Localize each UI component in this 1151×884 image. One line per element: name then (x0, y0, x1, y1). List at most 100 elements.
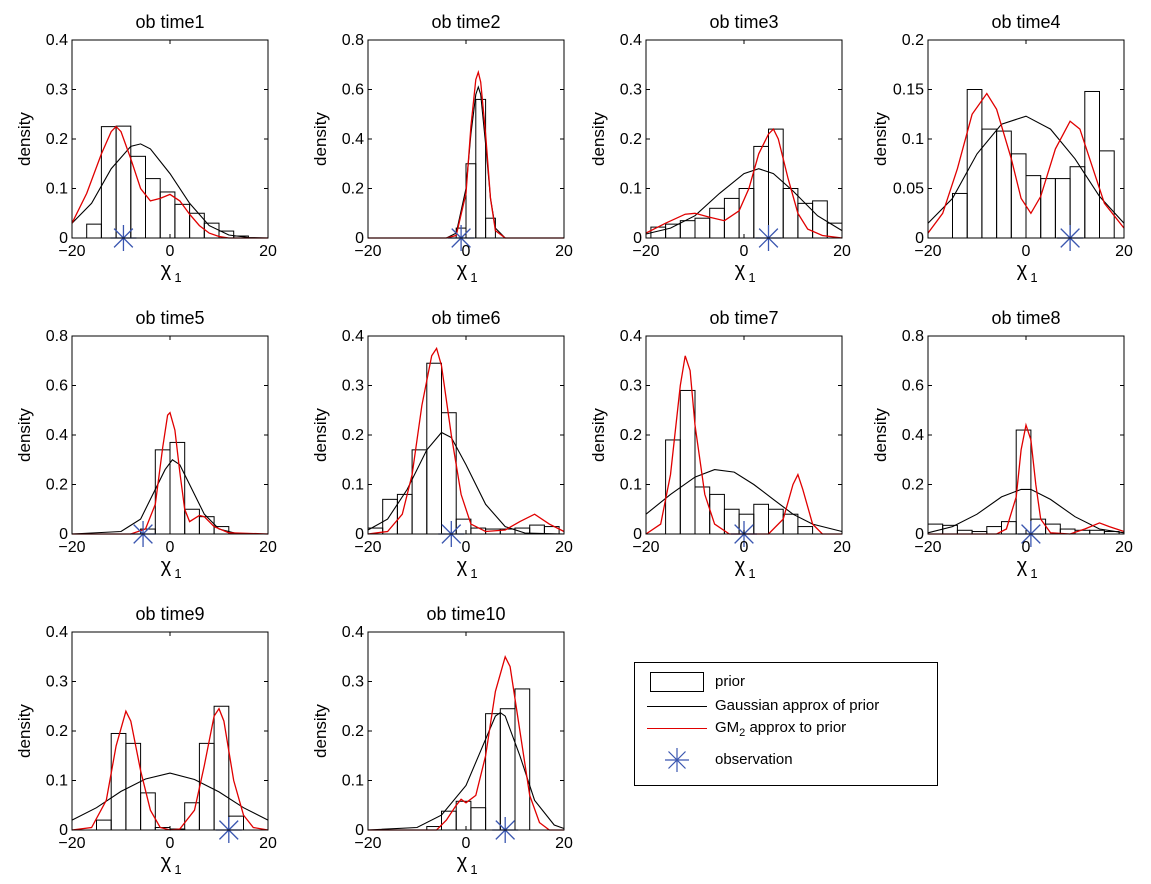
x-axis-label: χ (457, 555, 468, 577)
histogram-bar (145, 178, 161, 239)
y-axis-label: density (15, 408, 34, 462)
y-tick-label: 0.2 (620, 131, 642, 148)
histogram-bar (942, 524, 958, 535)
gm2-approx-line (368, 69, 564, 239)
y-tick-label: 0 (355, 822, 364, 839)
x-tick-label: 0 (166, 243, 175, 260)
histogram-bar (1015, 429, 1032, 535)
y-tick-label: 0 (59, 230, 68, 247)
y-tick-label: 0.8 (902, 328, 924, 345)
y-tick-label: 0 (915, 230, 924, 247)
legend-entry-gaussian: Gaussian approx of prior (635, 693, 937, 719)
y-tick-label: 0 (633, 230, 642, 247)
y-tick-label: 0.1 (46, 773, 68, 790)
y-tick-label: 0.4 (620, 328, 642, 345)
y-tick-label: 0.2 (46, 131, 68, 148)
y-tick-label: 0.1 (46, 181, 68, 198)
gm2-approx-line (71, 125, 268, 239)
subplot-title: ob time1 (135, 12, 204, 32)
histogram-bar (441, 412, 457, 535)
x-tick-label: −20 (914, 243, 941, 260)
x-tick-label: 0 (166, 835, 175, 852)
y-axis-label: density (15, 112, 34, 166)
y-tick-label: 0.4 (46, 427, 68, 444)
histogram-bar (115, 125, 132, 239)
x-axis-label-subscript: 1 (748, 270, 755, 285)
x-axis-label-subscript: 1 (174, 270, 181, 285)
legend-entry-gm2: GM2 approx to prior (635, 715, 937, 741)
y-tick-label: 0.2 (342, 181, 364, 198)
y-tick-label: 0 (633, 526, 642, 543)
y-tick-label: 0.3 (342, 674, 364, 691)
y-tick-label: 0.3 (620, 82, 642, 99)
x-axis-label-subscript: 1 (748, 566, 755, 581)
y-tick-label: 0.6 (46, 378, 68, 395)
y-axis-label: density (311, 408, 330, 462)
x-tick-label: 0 (166, 539, 175, 556)
subplot-title: ob time2 (431, 12, 500, 32)
legend-label-gm2: GM2 approx to prior (715, 719, 847, 739)
histogram-bar (694, 217, 711, 239)
x-axis-label-subscript: 1 (470, 862, 477, 877)
y-tick-label: 0.15 (893, 82, 924, 99)
y-tick-label: 0.3 (46, 674, 68, 691)
legend-label-observation: observation (715, 751, 793, 768)
x-tick-label: −20 (58, 539, 85, 556)
y-tick-label: 0.6 (342, 82, 364, 99)
y-tick-label: 0.8 (342, 32, 364, 49)
y-tick-label: 0.1 (342, 477, 364, 494)
histogram-bar (470, 807, 487, 831)
histogram-bar (184, 508, 200, 535)
x-axis-label: χ (161, 851, 172, 873)
x-axis-label: χ (161, 259, 172, 281)
x-tick-label: 20 (555, 243, 573, 260)
subplot-title: ob time6 (431, 308, 500, 328)
histogram-bar (665, 223, 681, 239)
x-tick-label: −20 (354, 539, 381, 556)
histogram-bar (782, 513, 799, 535)
histogram-bar (1001, 521, 1017, 535)
y-tick-label: 0.4 (342, 624, 364, 641)
histogram-bar (184, 802, 200, 831)
histogram-bar (499, 708, 516, 831)
histogram-bar (96, 819, 112, 831)
x-axis-label-subscript: 1 (174, 862, 181, 877)
x-tick-label: −20 (354, 835, 381, 852)
x-tick-label: 0 (1022, 539, 1031, 556)
histogram-bar (1025, 175, 1042, 239)
histogram-bar (110, 732, 127, 831)
legend-label-gaussian: Gaussian approx of prior (715, 697, 880, 714)
y-tick-label: 0 (59, 526, 68, 543)
y-tick-label: 0.2 (342, 427, 364, 444)
gm2-approx-line (927, 92, 1125, 234)
legend-swatch-observation (647, 747, 707, 773)
y-tick-label: 0.2 (620, 427, 642, 444)
y-axis-label: density (871, 112, 890, 166)
y-axis-label: density (589, 408, 608, 462)
histogram-bar (1054, 178, 1071, 239)
y-tick-label: 0.1 (620, 477, 642, 494)
histogram-bar (952, 192, 968, 239)
histogram-bar (1089, 529, 1105, 535)
x-axis-label: χ (457, 851, 468, 873)
y-axis-label: density (311, 112, 330, 166)
x-tick-label: 0 (462, 835, 471, 852)
x-axis-label-subscript: 1 (470, 270, 477, 285)
x-tick-label: −20 (632, 243, 659, 260)
x-tick-label: −20 (914, 539, 941, 556)
gm2-approx-line (928, 422, 1125, 535)
y-tick-label: 0.4 (902, 427, 924, 444)
x-tick-label: −20 (354, 243, 381, 260)
gm2-approx-line (645, 127, 843, 239)
histogram-bar (753, 145, 769, 239)
x-axis-label: χ (161, 555, 172, 577)
y-tick-label: 0.4 (46, 32, 68, 49)
legend-label-prior: prior (715, 673, 746, 690)
legend-entry-prior: prior (635, 669, 937, 695)
histogram-bar (130, 155, 147, 239)
